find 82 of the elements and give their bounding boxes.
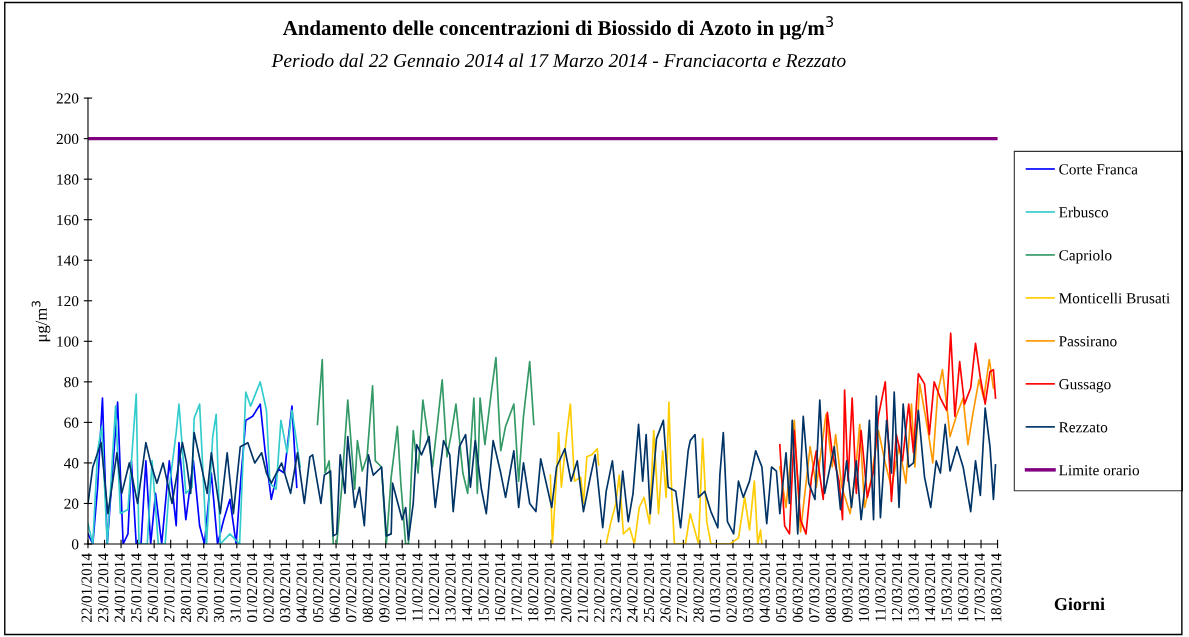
x-tick-label: 11/02/2014 xyxy=(412,553,423,621)
x-tick-label: 29/01/2014 xyxy=(197,553,208,622)
legend-label: Limite orario xyxy=(1059,465,1140,476)
legend-label: Passirano xyxy=(1059,336,1117,347)
y-tick-label: 200 xyxy=(56,133,79,145)
line-series xyxy=(316,356,535,544)
x-tick-label: 03/03/2014 xyxy=(743,553,754,623)
y-tick-label: 120 xyxy=(57,295,79,307)
x-tick-label: 31/01/2014 xyxy=(230,553,241,622)
x-tick-label: 09/03/2014 xyxy=(842,553,853,623)
y-tick-label: 20 xyxy=(64,498,79,509)
x-tick-label: 23/01/2014 xyxy=(98,553,109,622)
x-tick-label: 24/01/2014 xyxy=(114,553,125,622)
x-tick-label: 25/02/2014 xyxy=(643,553,655,622)
x-tick-label: 17/03/2014 xyxy=(974,553,985,622)
chart-title: Andamento delle concentrazioni di Biossido di Azoto in μg/m$^{3}$ xyxy=(282,16,834,40)
x-tick-label: 06/02/2014 xyxy=(329,553,340,623)
x-tick-label: 28/01/2014 xyxy=(180,553,192,622)
x-tick-label: 12/03/2014 xyxy=(891,553,903,622)
y-tick-label: 100 xyxy=(57,336,79,347)
x-tick-label: 08/02/2014 xyxy=(362,553,373,623)
x-tick-label: 28/02/2014 xyxy=(693,553,704,622)
x-tick-label: 24/02/2014 xyxy=(627,553,638,622)
x-tick-label: 07/03/2014 xyxy=(809,553,820,623)
x-tick-label: 17/02/2014 xyxy=(511,553,522,622)
x-tick-label: 13/02/2014 xyxy=(445,553,456,622)
x-tick-label: 13/03/2014 xyxy=(908,553,919,622)
x-tick-label: 26/01/2014 xyxy=(147,553,158,622)
y-tick-label: 140 xyxy=(57,255,79,266)
x-tick-label: 26/02/2014 xyxy=(660,553,671,622)
x-tick-label: 15/03/2014 xyxy=(941,553,952,622)
x-tick-label: 25/01/2014 xyxy=(131,553,142,622)
x-tick-label: 08/03/2014 xyxy=(825,553,837,623)
x-tick-label: 15/02/2014 xyxy=(478,553,489,622)
x-tick-label: 16/03/2014 xyxy=(958,553,969,622)
x-tick-label: 18/02/2014 xyxy=(528,553,539,622)
x-tick-label: 23/02/2014 xyxy=(610,553,622,622)
legend-label: Capriolo xyxy=(1059,249,1112,264)
y-tick-label: 160 xyxy=(57,214,79,226)
y-tick-label: 220 xyxy=(56,93,79,104)
x-tick-label: 14/03/2014 xyxy=(924,553,936,622)
y-axis-title: μg/m$^{3}$ xyxy=(31,301,51,342)
x-tick-label: 07/02/2014 xyxy=(346,553,357,623)
x-tick-label: 18/03/2014 xyxy=(991,553,1002,622)
y-tick-label: 80 xyxy=(64,376,79,388)
x-tick-label: 04/02/2014 xyxy=(296,553,307,623)
legend-label: Corte Franca xyxy=(1059,164,1138,175)
legend-label: Rezzato xyxy=(1059,422,1108,433)
x-tick-label: 06/03/2014 xyxy=(792,553,803,623)
chart-subtitle: Periodo dal 22 Gennaio 2014 al 17 Marzo 2014 - Franciacorta e Rezzato xyxy=(271,53,846,68)
x-tick-label: 10/03/2014 xyxy=(858,553,870,622)
x-tick-label: 27/02/2014 xyxy=(676,553,688,622)
x-axis-title: Giorni xyxy=(1054,597,1105,611)
x-tick-label: 16/02/2014 xyxy=(494,553,506,622)
x-tick-label: 02/03/2014 xyxy=(726,553,737,623)
x-tick-label: 12/02/2014 xyxy=(428,553,440,622)
legend-label: Monticelli Brusati xyxy=(1059,292,1170,304)
x-tick-label: 09/02/2014 xyxy=(379,553,390,623)
x-tick-label: 03/02/2014 xyxy=(279,553,291,623)
x-tick-label: 04/03/2014 xyxy=(759,553,770,623)
x-tick-label: 11/03/2014 xyxy=(875,553,886,621)
y-tick-label: 0 xyxy=(71,539,79,550)
x-tick-label: 14/02/2014 xyxy=(461,553,473,622)
x-tick-label: 01/02/2014 xyxy=(246,553,258,623)
y-tick-label: 60 xyxy=(64,417,79,428)
legend-label: Gussago xyxy=(1059,379,1111,393)
legend-label: Erbusco xyxy=(1059,206,1109,218)
x-tick-label: 22/01/2014 xyxy=(81,553,92,622)
x-tick-label: 10/02/2014 xyxy=(395,553,407,622)
x-tick-label: 01/03/2014 xyxy=(709,553,721,623)
y-tick-label: 40 xyxy=(63,458,79,469)
x-tick-label: 05/02/2014 xyxy=(313,553,324,623)
line-series xyxy=(87,391,997,541)
x-tick-label: 05/03/2014 xyxy=(776,553,787,623)
x-tick-label: 22/02/2014 xyxy=(594,553,605,622)
x-tick-label: 30/01/2014 xyxy=(213,553,225,622)
x-tick-label: 02/02/2014 xyxy=(263,553,274,623)
x-tick-label: 27/01/2014 xyxy=(164,553,175,622)
y-tick-label: 180 xyxy=(57,174,79,185)
x-tick-label: 20/02/2014 xyxy=(561,553,572,622)
x-tick-label: 21/02/2014 xyxy=(577,553,588,622)
x-tick-label: 19/02/2014 xyxy=(544,553,555,622)
